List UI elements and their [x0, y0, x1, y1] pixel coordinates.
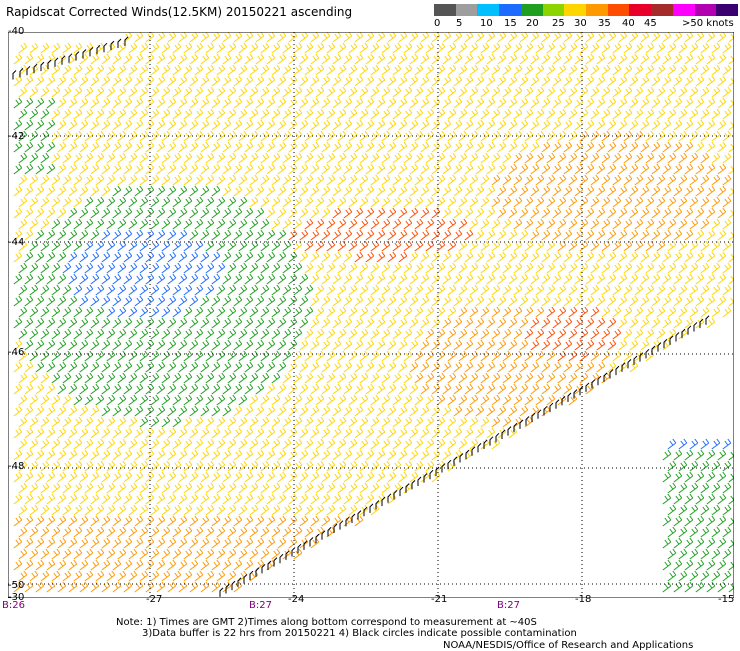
lat-label-42: -42: [8, 131, 25, 142]
lat-label-40: -40: [8, 26, 25, 37]
time-label: B:27: [497, 600, 520, 611]
legend-swatch: [694, 4, 717, 16]
lat-label-48: -48: [8, 461, 25, 472]
wind-barb-map: [8, 32, 734, 598]
legend-swatch: [672, 4, 695, 16]
map-frame: [8, 32, 734, 598]
edge-barbs: [12, 36, 710, 597]
corner-label-left: -30: [8, 592, 25, 603]
legend-swatch: [477, 4, 500, 16]
lat-lon-grid: [8, 32, 734, 598]
legend-color-bar: [434, 4, 739, 16]
wind-barbs: [13, 32, 734, 593]
legend-label: 5: [456, 18, 463, 29]
note-line-2: 3)Data buffer is 22 hrs from 20150221 4)…: [142, 628, 577, 639]
legend-label: 45: [644, 18, 657, 29]
time-label: B:27: [249, 600, 272, 611]
notes: Note: 1) Times are GMT 2)Times along bot…: [116, 617, 577, 639]
credit-line: NOAA/NESDIS/Office of Research and Appli…: [443, 640, 694, 651]
legend-label: 25: [552, 18, 565, 29]
legend-swatch: [651, 4, 673, 16]
lat-label-50: -50: [8, 580, 25, 591]
legend-label: 40: [622, 18, 635, 29]
lat-label-46: -46: [8, 347, 25, 358]
wind-barb-group: [13, 130, 732, 593]
lat-label-44: -44: [8, 237, 25, 248]
legend-labels: 0 5 10 15 20 25 30 35 40 45 >50 knots: [434, 16, 738, 30]
legend-label: 20: [526, 18, 539, 29]
legend-swatch: [434, 4, 456, 16]
legend-swatch: [586, 4, 608, 16]
legend-label: 35: [598, 18, 611, 29]
lon-label-24: -24: [288, 594, 305, 605]
legend-swatch: [607, 4, 630, 16]
wind-barb-group: [13, 32, 734, 516]
legend-label: 10: [480, 18, 493, 29]
lon-label-27: -27: [146, 594, 163, 605]
wind-barb-group: [62, 229, 734, 450]
lon-label-21: -21: [431, 594, 448, 605]
legend-label: 0: [434, 18, 441, 29]
legend-swatch: [499, 4, 521, 16]
map-title: Rapidscat Corrected Winds(12.5KM) 201502…: [6, 5, 353, 19]
legend-swatch: [629, 4, 652, 16]
time-label: B:26: [2, 600, 25, 611]
wind-speed-legend: 0 5 10 15 20 25 30 35 40 45 >50 knots: [434, 4, 739, 36]
note-line-1: Note: 1) Times are GMT 2)Times along bot…: [116, 617, 537, 628]
legend-swatch: [542, 4, 565, 16]
corner-label-right: -15: [718, 594, 735, 605]
legend-swatch: [520, 4, 543, 16]
legend-swatch: [716, 4, 739, 16]
wind-barb-group: [13, 97, 734, 593]
legend-swatch: [564, 4, 587, 16]
legend-label: 30: [574, 18, 587, 29]
legend-label: 15: [504, 18, 517, 29]
legend-swatch: [455, 4, 478, 16]
lon-label-18: -18: [575, 594, 592, 605]
wind-barb-group: [288, 207, 622, 362]
swath-edge-black-barbs: [12, 36, 710, 597]
legend-label: >50 knots: [682, 18, 734, 29]
